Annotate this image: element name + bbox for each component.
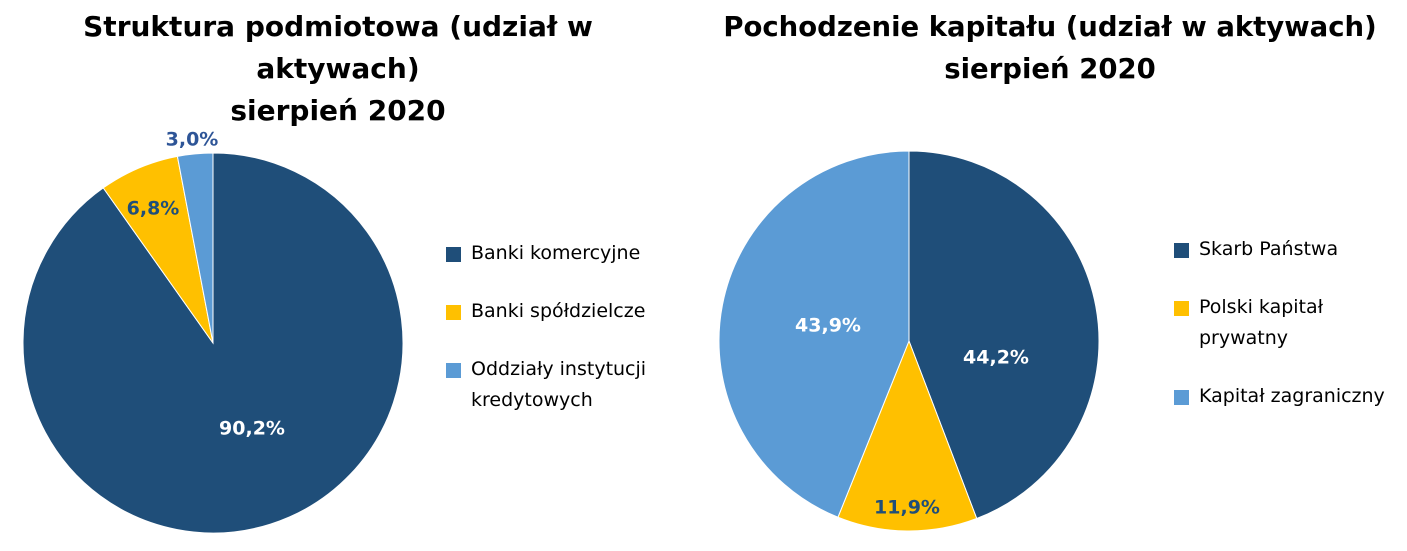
- legend-label: Banki spółdzielcze: [471, 300, 646, 322]
- data-label-oddzialy-instytucji-kredytowych: 3,0%: [166, 129, 219, 151]
- data-label-polski-kapital-prywatny: 11,9%: [874, 497, 940, 519]
- chart-title-line-1: Struktura podmiotowa (udział w aktywach): [83, 10, 593, 85]
- legend-swatch: [1174, 243, 1189, 258]
- legend-item-skarb-panstwa: Skarb Państwa: [1174, 234, 1404, 265]
- chart-title-line-1: Pochodzenie kapitału (udział w aktywach): [723, 11, 1377, 43]
- pie-chart-struktura-podmiotowa: Struktura podmiotowa (udział w aktywach)…: [0, 0, 700, 551]
- chart-title: Pochodzenie kapitału (udział w aktywach)…: [700, 6, 1400, 90]
- legend-swatch: [446, 363, 461, 378]
- legend-item-kapital-zagraniczny: Kapitał zagraniczny: [1174, 381, 1404, 412]
- legend-item-banki-spoldzielcze: Banki spółdzielcze: [446, 296, 696, 327]
- data-label-banki-spoldzielcze: 6,8%: [127, 198, 180, 220]
- legend-label: Skarb Państwa: [1199, 238, 1339, 260]
- legend-swatch: [446, 247, 461, 262]
- legend-item-banki-komercyjne: Banki komercyjne: [446, 238, 696, 269]
- legend-swatch: [1174, 390, 1189, 405]
- legend-item-oddzialy-instytucji-kredytowych: Oddziały instytucji kredytowych: [446, 354, 696, 416]
- legend-item-polski-kapital-prywatny: Polski kapitał prywatny: [1174, 292, 1404, 354]
- pie-chart-pochodzenie-kapitalu: Pochodzenie kapitału (udział w aktywach)…: [700, 0, 1407, 551]
- pie-slice-oddzialy-instytucji-kredytowych: [176, 152, 214, 344]
- pie-plot-area: 90,2% 6,8% 3,0%: [22, 129, 404, 534]
- legend-swatch: [1174, 301, 1189, 316]
- data-label-skarb-panstwa: 44,2%: [963, 347, 1029, 369]
- chart-title-line-2: sierpień 2020: [230, 94, 446, 127]
- pie-slice-polski-kapital-prywatny: [837, 339, 978, 532]
- legend-label: Banki komercyjne: [471, 242, 641, 264]
- data-label-banki-komercyjne: 90,2%: [219, 418, 285, 440]
- chart-legend: Banki komercyjne Banki spółdzielcze Oddz…: [446, 238, 696, 443]
- pie-plot-area: 44,2% 11,9% 43,9%: [718, 150, 1100, 532]
- legend-label: Polski kapitał prywatny: [1199, 296, 1324, 349]
- pie-slice-kapital-zagraniczny: [718, 150, 910, 518]
- chart-legend: Skarb Państwa Polski kapitał prywatny Ka…: [1174, 234, 1404, 439]
- chart-title: Struktura podmiotowa (udział w aktywach)…: [0, 6, 676, 132]
- data-label-kapital-zagraniczny: 43,9%: [795, 315, 861, 337]
- legend-label: Oddziały instytucji kredytowych: [471, 358, 647, 411]
- chart-title-line-2: sierpień 2020: [944, 53, 1156, 85]
- pie-slice-skarb-panstwa: [908, 150, 1100, 520]
- legend-swatch: [446, 305, 461, 320]
- legend-label: Kapitał zagraniczny: [1199, 385, 1385, 407]
